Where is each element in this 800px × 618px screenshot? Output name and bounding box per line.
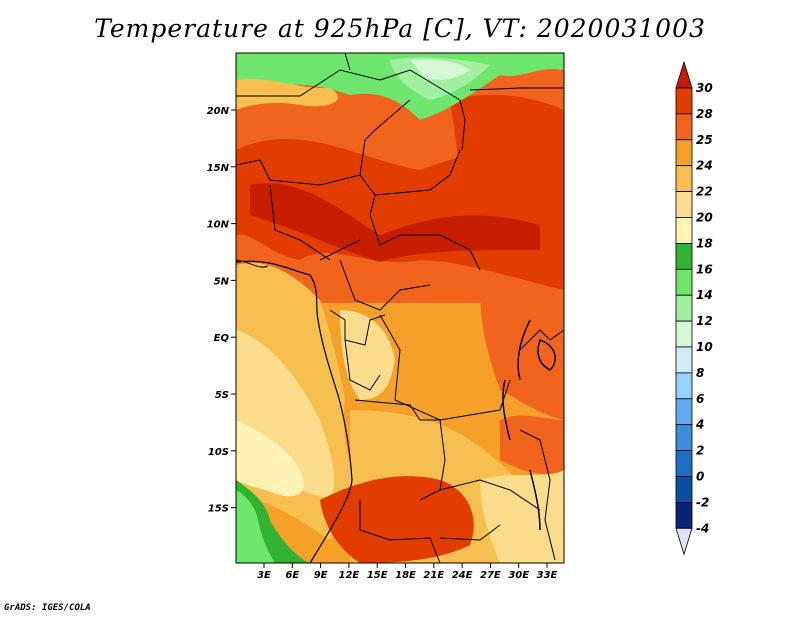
lon-label: 33E	[537, 570, 558, 581]
lon-label: 3E	[257, 570, 271, 581]
colorbar-bin	[675, 242, 693, 270]
lat-label: 10S	[208, 447, 229, 458]
colorbar-bin	[675, 398, 693, 426]
colorbar-bin	[675, 501, 693, 529]
colorbar-bin	[675, 320, 693, 348]
colorbar-label: 18	[696, 236, 713, 250]
lon-label: 30E	[508, 570, 529, 581]
colorbar-label: 12	[696, 314, 713, 328]
colorbar-bin	[675, 165, 693, 192]
lat-label: 15N	[207, 163, 230, 174]
map-title: Temperature at 925hPa [C], VT: 202003100…	[94, 14, 706, 43]
colorbar-bin	[675, 217, 693, 244]
colorbar-bin	[675, 268, 693, 296]
colorbar-bin	[675, 87, 693, 115]
colorbar-label: 20	[696, 211, 713, 225]
lon-label: 9E	[314, 570, 328, 581]
lon-label: 12E	[339, 570, 360, 581]
colorbar-label: 2	[696, 444, 704, 458]
colorbar-label: 0	[696, 470, 704, 484]
country-borders	[236, 53, 564, 563]
colorbar-label: 24	[696, 159, 713, 173]
latitude-labels: 20N 15N 10N 5N EQ 5S 10S 15S	[207, 106, 236, 515]
colorbar-label: 6	[696, 392, 704, 406]
lon-label: 21E	[423, 570, 444, 581]
colorbar-label: -2	[696, 495, 709, 509]
colorbar-label: 4	[695, 418, 704, 432]
lon-label: 18E	[395, 570, 416, 581]
coastline	[236, 260, 353, 563]
lon-label: 6E	[285, 570, 299, 581]
colorbar-bin	[675, 139, 693, 167]
colorbar-label: -4	[696, 521, 709, 535]
colorbar-bin	[675, 450, 693, 477]
lat-label: 5S	[215, 390, 229, 401]
colorbar-bin	[675, 372, 693, 400]
lon-label: 15E	[367, 570, 388, 581]
colorbar-bin	[675, 191, 693, 218]
map-frame	[235, 52, 565, 564]
colorbar-label: 22	[696, 185, 713, 199]
colorbar-bin	[675, 424, 693, 452]
grads-credit: GrADS: IGES/COLA	[4, 603, 91, 613]
colorbar-label: 10	[696, 340, 713, 354]
lat-label: 10N	[207, 220, 230, 231]
colorbar-label: 30	[696, 81, 713, 95]
lat-label: EQ	[214, 333, 230, 344]
colorbar-label: 14	[696, 288, 713, 302]
colorbar-bottom-arrow	[675, 527, 693, 556]
colorbar-bin	[675, 476, 693, 503]
colorbar-label: 16	[696, 262, 713, 276]
lon-label: 27E	[480, 570, 501, 581]
lon-label: 24E	[452, 570, 473, 581]
temperature-field	[236, 53, 564, 563]
colorbar-top-arrow	[675, 60, 693, 89]
colorbar-bin	[675, 346, 693, 374]
lakes	[502, 319, 556, 531]
lat-label: 5N	[214, 276, 230, 287]
colorbar-bin	[675, 294, 693, 322]
longitude-labels: 3E 6E 9E 12E 15E 18E 21E 24E 27E 30E 33E	[257, 563, 558, 581]
colorbar-label: 25	[696, 133, 713, 147]
lat-label: 20N	[207, 106, 230, 117]
colorbar-bin	[675, 113, 693, 141]
colorbar-label: 8	[696, 366, 704, 380]
colorbar-label: 28	[696, 107, 713, 121]
lat-label: 15S	[208, 504, 229, 515]
